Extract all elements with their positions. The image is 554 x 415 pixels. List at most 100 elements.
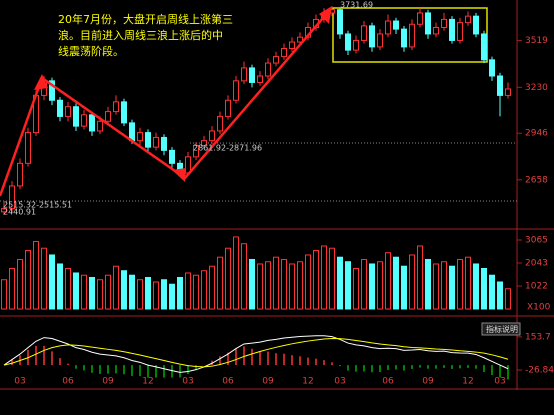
y-tick-label: 153.7: [525, 332, 551, 342]
x-tick-label: 03: [494, 377, 505, 387]
volume-bar: [385, 252, 391, 310]
volume-bar: [361, 258, 367, 310]
volume-bar: [177, 276, 183, 310]
volume-bar: [145, 276, 151, 310]
candle-body: [73, 106, 79, 127]
note-line: 20年7月份，大盘开启周线上涨第三: [58, 12, 233, 26]
volume-bar: [497, 281, 503, 310]
volume-bar: [393, 256, 399, 310]
x-tick-label: 03: [14, 377, 25, 387]
candle-body: [161, 136, 167, 151]
y-tick-label: 2658: [525, 175, 548, 185]
candle-body: [241, 67, 247, 82]
volume-bar: [121, 270, 127, 310]
volume-bar: [17, 258, 23, 310]
volume-bar: [401, 265, 407, 310]
candle-body: [353, 39, 359, 51]
y-tick-label: 2946: [525, 129, 548, 139]
candle-body: [281, 48, 287, 58]
volume-bar: [257, 263, 263, 310]
price-label: 2861.92-2871.96: [193, 144, 262, 153]
candle-body: [345, 33, 351, 51]
candle-body: [393, 20, 399, 30]
candle-body: [409, 23, 415, 48]
candle-body: [57, 99, 63, 117]
volume-bar: [457, 258, 463, 310]
volume-bar: [25, 249, 31, 310]
x-tick-label: 12: [142, 377, 153, 387]
volume-bar: [441, 261, 447, 310]
volume-bar: [161, 279, 167, 310]
candle-body: [273, 56, 279, 64]
candle-body: [169, 149, 175, 164]
volume-bar: [409, 254, 415, 310]
candle-body: [113, 101, 119, 113]
volume-bar: [89, 276, 95, 310]
volume-bar: [321, 245, 327, 310]
candle-body: [201, 140, 207, 147]
volume-bar: [1, 279, 7, 310]
x-tick-label: 06: [382, 377, 394, 387]
volume-bar: [281, 258, 287, 310]
arrow-head: [34, 74, 48, 90]
volume-bar: [273, 256, 279, 310]
volume-bar: [49, 254, 55, 310]
candle-body: [497, 75, 503, 96]
price-label: 2515.32-2515.51: [3, 201, 72, 210]
price-label: 2440.91: [3, 208, 36, 217]
candle-body: [457, 22, 463, 41]
candle-body: [297, 36, 303, 43]
volume-bar: [201, 270, 207, 310]
volume-bar: [425, 258, 431, 310]
indicator-button-label[interactable]: 指标说明: [486, 324, 518, 334]
price-label: 3731.69: [340, 1, 373, 10]
candle-body: [105, 111, 111, 122]
volume-bar: [233, 236, 239, 310]
volume-bar: [377, 261, 383, 310]
volume-bar: [489, 274, 495, 310]
volume-bar: [65, 267, 71, 310]
volume-bar: [353, 267, 359, 310]
indicator-button[interactable]: [481, 322, 521, 336]
candle-body: [257, 75, 263, 83]
volume-bar: [465, 256, 471, 310]
candle-body: [417, 12, 423, 25]
candle-body: [473, 15, 479, 35]
volume-bar: [81, 274, 87, 310]
candle-body: [81, 114, 87, 127]
candle-body: [385, 20, 391, 35]
note-line: 线震荡阶段。: [58, 44, 124, 58]
volume-bar: [449, 265, 455, 310]
candle-body: [9, 185, 15, 210]
volume-bar: [329, 247, 335, 310]
volume-bar: [153, 281, 159, 310]
candle-body: [129, 122, 135, 142]
x-tick-label: 09: [422, 377, 434, 387]
candle-body: [49, 80, 55, 101]
volume-bar: [265, 261, 271, 310]
volume-bar: [297, 261, 303, 310]
candle-body: [89, 114, 95, 132]
arrow-head: [319, 6, 332, 24]
volume-bar: [217, 256, 223, 310]
arrow-head: [172, 168, 186, 182]
candle-body: [153, 136, 159, 148]
y-tick-label: 3519: [525, 36, 548, 46]
candle-body: [289, 41, 295, 50]
volume-bar: [97, 279, 103, 310]
candle-body: [209, 130, 215, 142]
candle-body: [505, 88, 511, 96]
candle-body: [249, 67, 255, 83]
volume-bar: [505, 288, 511, 310]
volume-bar: [209, 265, 215, 310]
macd-line: [3, 337, 509, 368]
candle-body: [233, 80, 239, 101]
candle-body: [361, 25, 367, 41]
x-tick-label: 12: [462, 377, 473, 387]
volume-bar: [33, 240, 39, 310]
note-line: 浪。目前进入周线三浪上涨后的中: [58, 28, 223, 42]
y-tick-label: 3065: [525, 235, 548, 245]
candle-body: [1, 208, 7, 213]
